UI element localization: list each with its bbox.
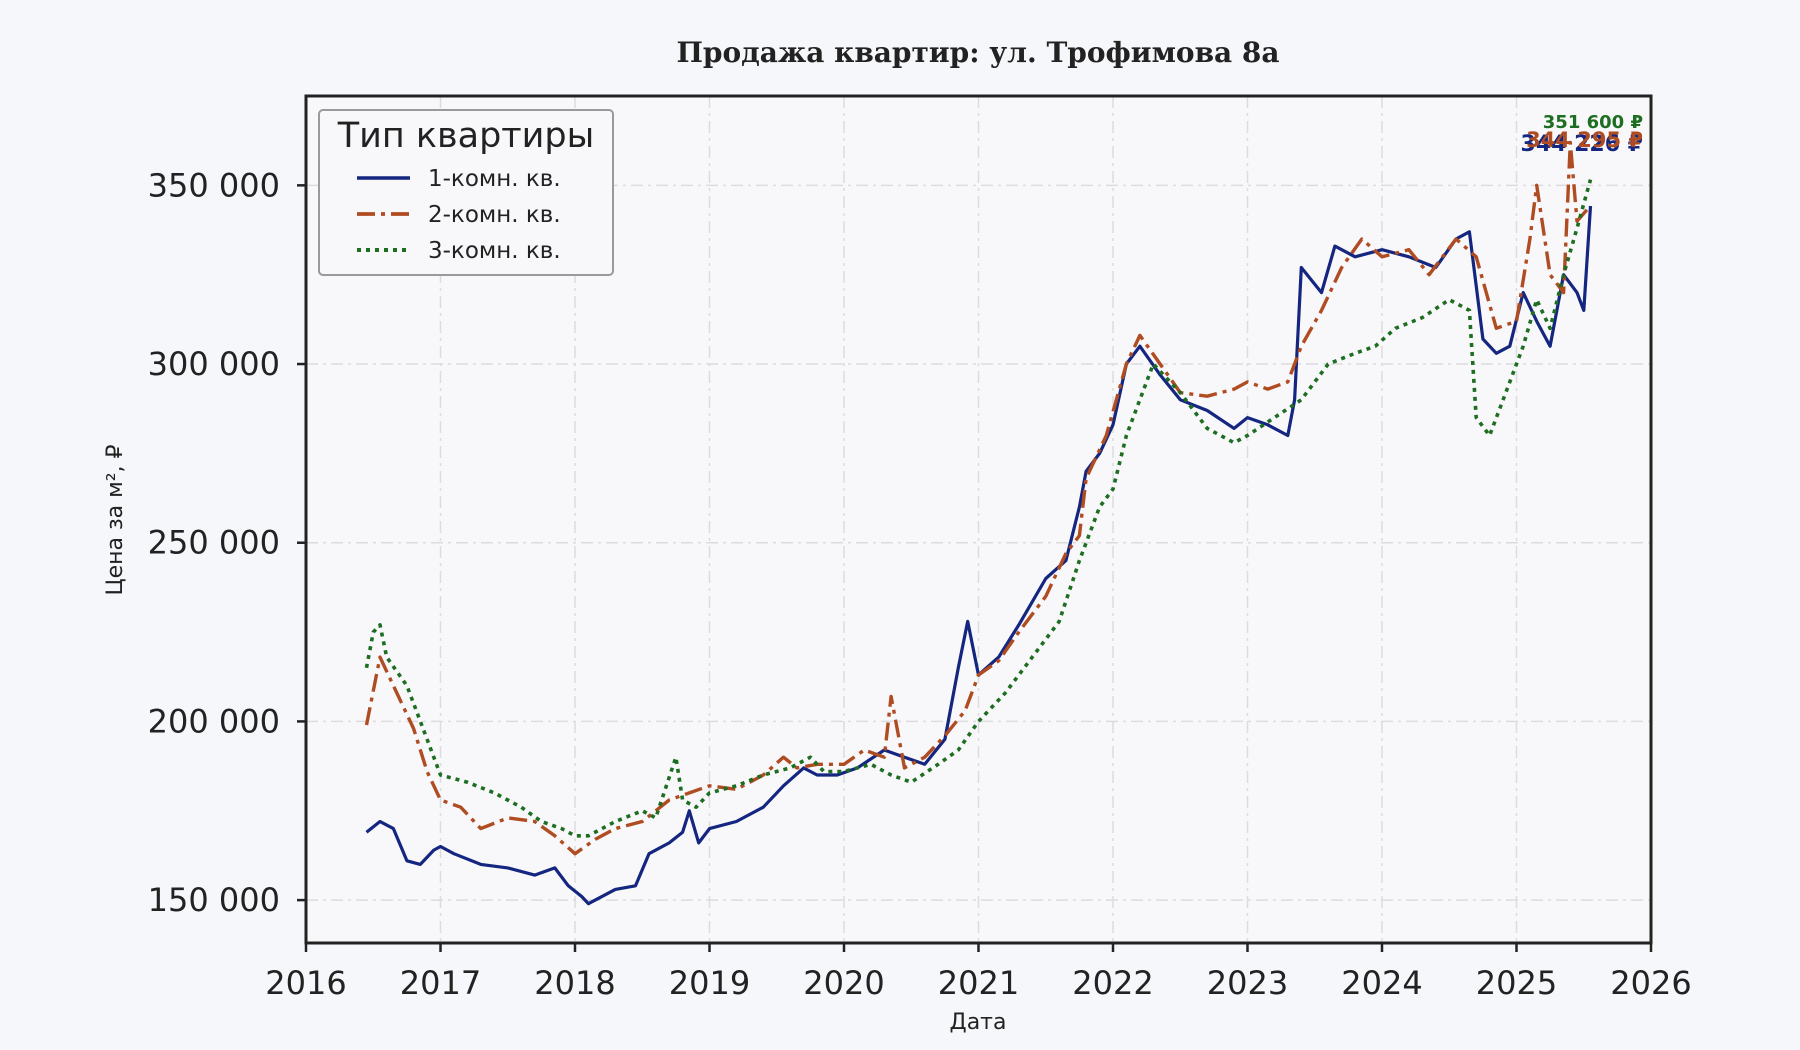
y-tick-label: 350 000 [148, 166, 280, 204]
x-tick-label: 2021 [938, 964, 1019, 1002]
series-line-3 [364, 179, 1593, 838]
y-tick-label: 250 000 [148, 524, 280, 562]
legend-label-2: 2-комн. кв. [428, 202, 561, 228]
y-tick-label: 200 000 [148, 702, 280, 740]
x-tick-label: 2025 [1476, 964, 1557, 1002]
legend-box [318, 109, 614, 276]
end-label-1: 344 226 ₽ [1521, 132, 1643, 157]
x-tick-label: 2022 [1072, 964, 1153, 1002]
legend-title: Тип квартиры [337, 116, 595, 156]
x-tick-label: 2019 [669, 964, 750, 1002]
y-axis-label: Цена за м², ₽ [103, 444, 128, 595]
end-label-2: 344 295 ₽ [1526, 128, 1643, 152]
x-tick-label: 2020 [803, 964, 884, 1002]
x-axis-ticks: 2016 2017 2018 2019 2020 2021 2022 2023 2024 2025… [265, 943, 1692, 1002]
x-tick-label: 2026 [1610, 964, 1691, 1002]
end-labels: 344 226 ₽344 295 ₽351 600 ₽ [1521, 112, 1643, 157]
x-tick-label: 2017 [400, 964, 481, 1002]
series-line-2 [364, 140, 1592, 856]
x-tick-label: 2024 [1341, 964, 1422, 1002]
legend: Тип квартиры 1-комн. кв. 2-комн. кв. 3-ком… [318, 109, 614, 276]
series-layer [364, 140, 1593, 906]
x-axis-label: Дата [950, 1010, 1007, 1035]
chart-title: Продажа квартир: ул. Трофимова 8а [676, 36, 1279, 69]
x-tick-label: 2023 [1207, 964, 1288, 1002]
legend-label-1: 1-комн. кв. [428, 166, 561, 192]
x-tick-label: 2018 [534, 964, 615, 1002]
y-axis-ticks: 150 000 200 000 250 000 300 000 350 000 [148, 166, 306, 919]
legend-items: 1-комн. кв. 2-комн. кв. 3-комн. кв. [357, 166, 561, 264]
x-tick-label: 2016 [265, 964, 346, 1002]
y-tick-label: 300 000 [148, 345, 280, 383]
y-tick-label: 150 000 [148, 881, 280, 919]
legend-label-3: 3-комн. кв. [428, 238, 561, 264]
end-label-3: 351 600 ₽ [1543, 112, 1643, 133]
